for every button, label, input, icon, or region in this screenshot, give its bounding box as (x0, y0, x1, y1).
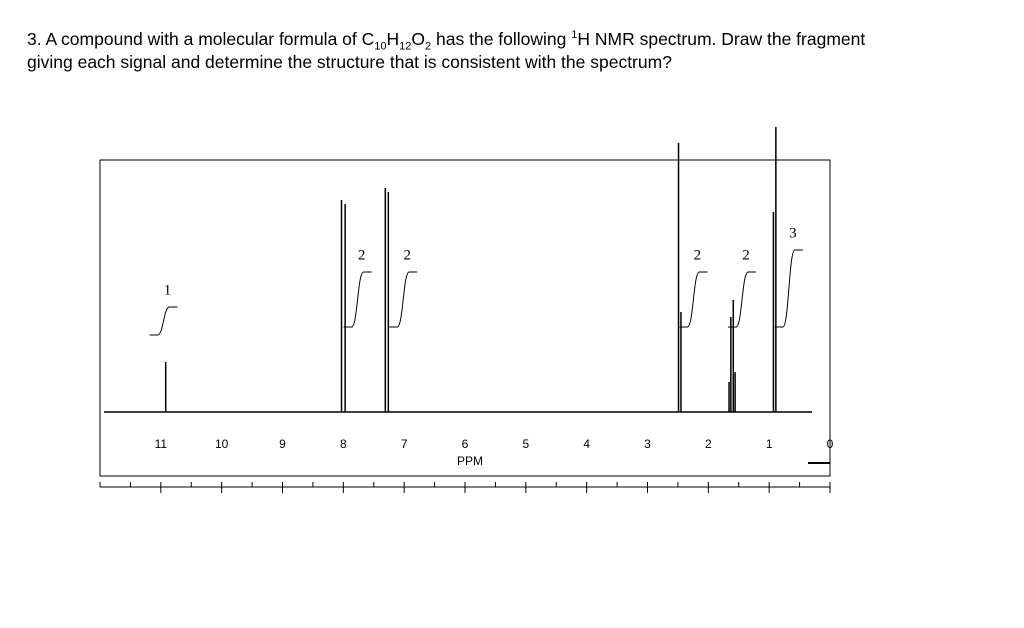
integral-curve (343, 271, 372, 328)
integral-label: 1 (164, 282, 172, 298)
x-tick-label: 3 (644, 437, 651, 451)
integral-label: 2 (358, 247, 366, 263)
x-tick-label: 6 (462, 437, 469, 451)
x-tick-label: 11 (155, 437, 168, 451)
integral-label: 3 (789, 225, 797, 241)
integral-label: 2 (694, 247, 702, 263)
x-tick-label: 9 (279, 437, 286, 451)
question-text: 1 (571, 29, 578, 42)
x-tick-label: 4 (583, 437, 590, 451)
integral-curve (728, 271, 757, 328)
question-text: H (386, 29, 400, 49)
frame (99, 159, 831, 477)
x-tick-label: 2 (705, 437, 712, 451)
question-line: giving each signal and determine the str… (27, 52, 672, 72)
integral-curve (679, 271, 708, 328)
question-line: 3. A compound with a molecular formula o… (27, 29, 865, 53)
question-text: 10 (374, 40, 387, 53)
integral-label: 2 (403, 247, 411, 263)
question-text: H NMR spectrum. Draw the fragment (577, 29, 866, 49)
x-tick-label: 8 (340, 437, 347, 451)
question-text: 2 (425, 40, 432, 53)
integral-label: 2 (742, 247, 750, 263)
question-text: has the following (431, 29, 572, 49)
integral-curve (149, 306, 178, 336)
integral-curve (389, 271, 418, 328)
integral-curve (774, 249, 803, 328)
x-tick-label: 1 (766, 437, 773, 451)
x-tick-label: 7 (401, 437, 408, 451)
x-tick-label: 10 (215, 437, 229, 451)
question-text: 12 (399, 40, 412, 53)
question-text: 3. A compound with a molecular formula o… (27, 29, 375, 49)
x-tick-label: 0 (827, 437, 834, 451)
x-axis-label: PPM (457, 454, 483, 468)
question-text: O (411, 29, 426, 49)
x-tick-label: 5 (522, 437, 529, 451)
